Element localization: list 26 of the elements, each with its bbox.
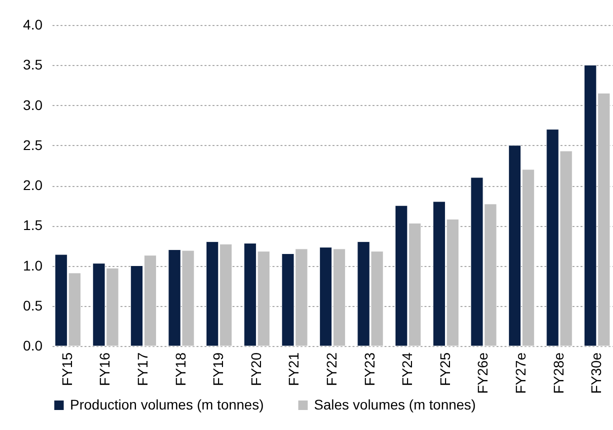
legend-label: Production volumes (m tonnes) [70,396,264,412]
x-tick-label: FY26e [474,352,491,394]
x-tick-label: FY15 [58,352,75,386]
x-tick-label: FY24 [399,352,416,386]
x-tick-label: FY21 [286,352,302,386]
y-tick-label: 3.5 [23,56,43,73]
x-tick-label: FY17 [134,352,150,386]
x-tick-label: FY18 [172,352,188,386]
y-tick-label: 1.5 [23,217,43,234]
x-tick-label: FY30e [588,352,604,394]
x-tick-label: FY19 [210,352,226,386]
y-tick-label: 3.0 [23,96,43,113]
x-tick-label: FY16 [96,352,113,386]
y-tick-label: 1.0 [23,257,43,274]
y-tick-label: 2.5 [23,136,43,153]
x-tick-label: FY28e [550,352,566,394]
x-tick-label: FY25 [436,352,453,386]
legend-label: Sales volumes (m tonnes) [314,396,476,412]
x-tick-label: FY22 [324,352,340,386]
x-tick-label: FY23 [361,352,378,386]
x-tick-label: FY20 [248,352,264,386]
x-tick-label: FY27e [512,352,529,394]
y-tick-label: 0.5 [23,297,43,314]
y-tick-label: 4.0 [23,16,43,32]
y-tick-label: 2.0 [23,177,43,193]
y-tick-label: 0.0 [23,338,43,354]
